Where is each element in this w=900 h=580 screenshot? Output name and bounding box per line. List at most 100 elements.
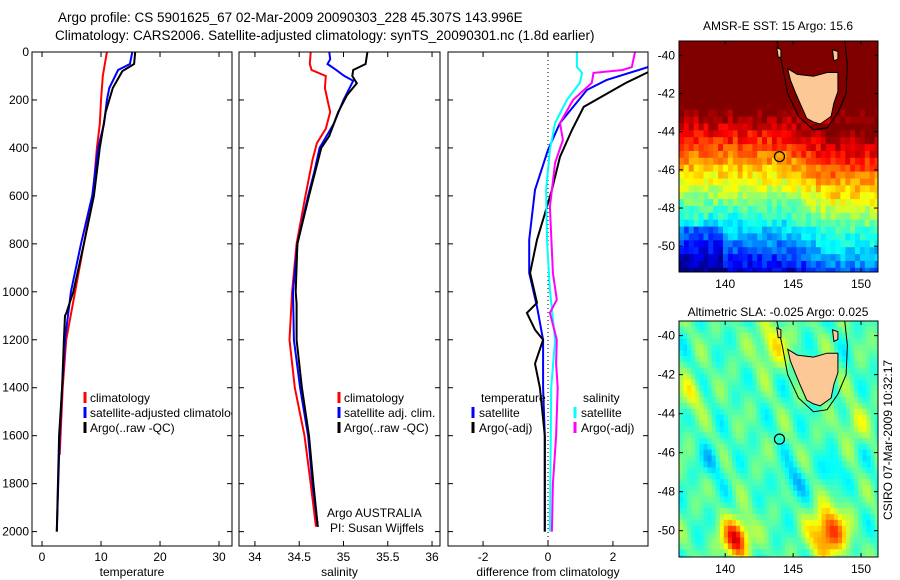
heatmap-cell	[691, 443, 696, 451]
heatmap-cell	[842, 543, 847, 550]
heatmap-cell	[801, 408, 806, 416]
heatmap-cell	[703, 408, 709, 416]
heatmap-cell	[776, 96, 783, 104]
heatmap-cell	[780, 391, 786, 398]
heatmap-cell	[693, 157, 700, 166]
heatmap-cell	[850, 116, 856, 125]
heatmap-cell	[757, 137, 763, 145]
heatmap-cell	[768, 555, 774, 557]
heatmap-cell	[752, 525, 758, 533]
heatmap-cell	[691, 408, 696, 416]
heatmap-cell	[840, 157, 846, 166]
heatmap-cell	[874, 171, 878, 180]
heatmap-cell	[679, 356, 684, 363]
heatmap-cell	[854, 525, 859, 533]
heatmap-cell	[870, 321, 876, 328]
heatmap-cell	[781, 109, 788, 118]
heatmap-cell	[835, 226, 841, 235]
heatmap-cell	[842, 356, 847, 363]
heatmap-cell	[752, 438, 758, 445]
heatmap-cell	[806, 47, 812, 56]
heatmap-cell	[683, 151, 690, 159]
heatmap-cell	[835, 116, 841, 125]
heatmap-cell	[764, 455, 770, 463]
heatmap-cell	[679, 82, 685, 90]
heatmap-cell	[744, 338, 749, 346]
heatmap-cell	[688, 260, 695, 269]
heatmap-cell	[732, 461, 737, 468]
heatmap-cell	[809, 420, 815, 427]
heatmap-cell	[870, 420, 876, 427]
heatmap-cell	[825, 461, 831, 468]
heatmap-cell	[801, 443, 806, 451]
heatmap-cell	[762, 54, 768, 63]
heatmap-cell	[862, 555, 868, 557]
heatmap-cell	[723, 199, 729, 207]
tasmania-land	[786, 67, 839, 125]
heatmap-cell	[801, 199, 807, 207]
heatmap-cell	[869, 130, 876, 138]
heatmap-cell	[858, 479, 863, 486]
heatmap-cell	[767, 109, 773, 118]
heatmap-cell	[740, 496, 745, 503]
heatmap-cell	[806, 178, 812, 186]
heatmap-cell	[833, 490, 839, 498]
heatmap-cell	[707, 514, 713, 521]
heatmap-cell	[771, 75, 778, 83]
lon-tick-label: 140	[715, 277, 735, 291]
heatmap-cell	[811, 226, 817, 235]
heatmap-cell	[679, 543, 684, 550]
heatmap-cell	[768, 473, 774, 480]
heatmap-cell	[737, 247, 744, 255]
heatmap-cell	[817, 338, 823, 346]
heatmap-cell	[833, 549, 839, 556]
heatmap-cell	[850, 367, 855, 375]
heatmap-cell	[703, 508, 709, 515]
heatmap-cell	[732, 61, 739, 70]
heatmap-cell	[850, 461, 855, 468]
heatmap-cell	[683, 226, 690, 235]
heatmap-cell	[760, 321, 766, 328]
heatmap-cell	[723, 443, 729, 451]
heatmap-cell	[845, 75, 851, 83]
heatmap-cell	[760, 514, 766, 521]
heatmap-cell	[687, 508, 692, 515]
heatmap-cell	[805, 484, 810, 492]
heatmap-cell	[859, 267, 866, 272]
heatmap-cell	[768, 397, 774, 404]
heatmap-cell	[718, 178, 724, 186]
heatmap-cell	[715, 514, 721, 521]
heatmap-cell	[732, 402, 737, 410]
heatmap-cell	[869, 219, 876, 228]
heatmap-cell	[809, 514, 815, 521]
heatmap-cell	[809, 508, 815, 515]
heatmap-cell	[698, 199, 705, 207]
heatmap-cell	[764, 484, 770, 492]
heatmap-cell	[760, 543, 766, 550]
heatmap-cell	[732, 490, 737, 498]
heatmap-cell	[756, 449, 762, 457]
heatmap-cell	[821, 479, 827, 486]
heatmap-cell	[732, 164, 739, 173]
heatmap-cell	[776, 432, 782, 439]
heatmap-cell	[845, 178, 851, 186]
y-tick-label: 1200	[2, 333, 29, 347]
x-axis-label: temperature	[100, 565, 165, 579]
heatmap-cell	[767, 116, 773, 125]
heatmap-cell	[708, 116, 714, 125]
heatmap-cell	[850, 233, 856, 241]
heatmap-cell	[854, 514, 859, 521]
heatmap-cell	[850, 443, 855, 451]
heatmap-cell	[854, 344, 859, 351]
heatmap-cell	[786, 123, 793, 131]
heatmap-cell	[757, 61, 763, 70]
heatmap-cell	[776, 490, 782, 498]
heatmap-cell	[732, 502, 737, 509]
series-line-climatology	[288, 52, 332, 527]
heatmap-cell	[874, 379, 878, 386]
heatmap-cell	[719, 402, 725, 410]
heatmap-cell	[862, 455, 868, 463]
heatmap-cell	[691, 455, 696, 463]
heatmap-cell	[789, 408, 794, 416]
